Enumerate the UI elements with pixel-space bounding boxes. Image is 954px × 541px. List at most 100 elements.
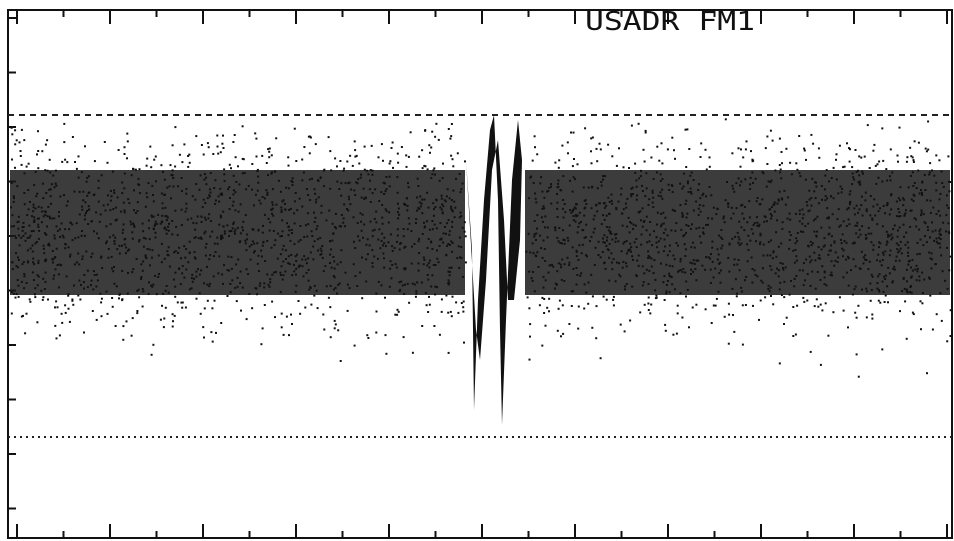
noise-dot: [442, 241, 445, 244]
noise-dot: [427, 278, 430, 281]
noise-dot: [869, 282, 872, 285]
noise-dot: [64, 311, 67, 314]
noise-dot: [826, 197, 829, 200]
noise-dot: [319, 236, 322, 239]
noise-dot: [114, 325, 117, 327]
noise-dot: [855, 171, 858, 174]
noise-dot: [168, 222, 170, 225]
noise-dot: [217, 195, 220, 198]
noise-dot: [333, 327, 336, 330]
noise-dot: [163, 193, 166, 196]
noise-dot: [166, 216, 169, 219]
noise-dot: [817, 246, 820, 249]
noise-dot: [282, 244, 285, 247]
noise-dot: [14, 129, 17, 132]
noise-dot: [17, 227, 20, 230]
noise-dot: [708, 156, 711, 159]
noise-dot: [237, 258, 240, 261]
noise-dot: [532, 271, 534, 273]
noise-dot: [301, 265, 304, 268]
noise-dot: [628, 167, 630, 169]
noise-dot: [151, 256, 153, 259]
noise-dot: [369, 220, 372, 223]
noise-dot: [308, 178, 311, 181]
noise-dot: [634, 162, 637, 165]
noise-dot: [450, 123, 453, 125]
noise-dot: [35, 195, 38, 198]
noise-dot: [561, 304, 564, 307]
noise-dot: [312, 245, 315, 248]
noise-dot: [111, 170, 114, 173]
noise-dot: [159, 222, 162, 225]
noise-dot: [808, 198, 811, 201]
noise-dot: [608, 242, 611, 245]
noise-dot: [778, 269, 780, 272]
noise-dot: [93, 160, 96, 163]
noise-dot: [584, 127, 587, 130]
noise-dot: [635, 275, 638, 278]
noise-dot: [631, 193, 634, 195]
noise-dot: [874, 164, 877, 167]
noise-dot: [421, 325, 424, 327]
noise-dot: [437, 138, 440, 141]
noise-dot: [425, 304, 428, 307]
noise-dot: [777, 245, 780, 248]
noise-dot: [782, 268, 785, 271]
noise-dot: [946, 204, 948, 207]
noise-dot: [770, 217, 773, 220]
noise-dot: [280, 206, 283, 209]
noise-dot: [57, 273, 60, 276]
noise-dot: [12, 225, 15, 228]
noise-dot: [756, 221, 759, 224]
noise-dot: [159, 318, 162, 321]
noise-dot: [198, 188, 201, 191]
noise-dot: [860, 195, 863, 198]
noise-dot: [450, 154, 453, 157]
noise-dot: [46, 139, 49, 142]
noise-dot: [46, 169, 49, 172]
noise-dot: [410, 230, 413, 233]
noise-dot: [767, 287, 770, 290]
noise-dot: [915, 279, 918, 282]
noise-dot: [167, 225, 170, 228]
noise-dot: [315, 289, 318, 292]
noise-dot: [314, 192, 317, 195]
noise-dot: [339, 261, 342, 264]
noise-dot: [66, 200, 69, 203]
noise-dot: [203, 307, 206, 310]
noise-dot: [668, 250, 671, 253]
noise-dot: [733, 190, 736, 193]
noise-dot: [548, 310, 550, 313]
noise-dot: [460, 188, 463, 191]
noise-dot: [778, 362, 781, 365]
noise-dot: [618, 262, 621, 265]
noise-dot: [383, 257, 385, 260]
noise-dot: [610, 193, 613, 196]
noise-dot: [541, 296, 544, 299]
noise-dot: [938, 229, 941, 232]
noise-dot: [207, 146, 210, 149]
noise-dot: [49, 195, 52, 198]
noise-dot: [615, 164, 618, 167]
noise-dot: [445, 195, 448, 198]
noise-dot: [934, 229, 937, 232]
noise-dot: [602, 237, 604, 240]
noise-dot: [884, 250, 887, 253]
noise-dot: [371, 249, 374, 252]
noise-dot: [947, 230, 950, 233]
noise-dot: [865, 316, 868, 319]
noise-dot: [802, 296, 805, 299]
noise-dot: [144, 237, 147, 240]
noise-dot: [539, 234, 541, 237]
noise-dot: [270, 208, 273, 211]
noise-dot: [67, 307, 70, 310]
noise-dot: [174, 209, 177, 212]
noise-dot: [727, 256, 730, 259]
noise-dot: [675, 332, 678, 335]
noise-dot: [784, 203, 787, 206]
noise-dot: [217, 272, 220, 275]
noise-dot: [769, 181, 772, 184]
noise-dot: [128, 202, 131, 205]
noise-dot: [55, 247, 58, 250]
noise-dot: [733, 330, 736, 333]
